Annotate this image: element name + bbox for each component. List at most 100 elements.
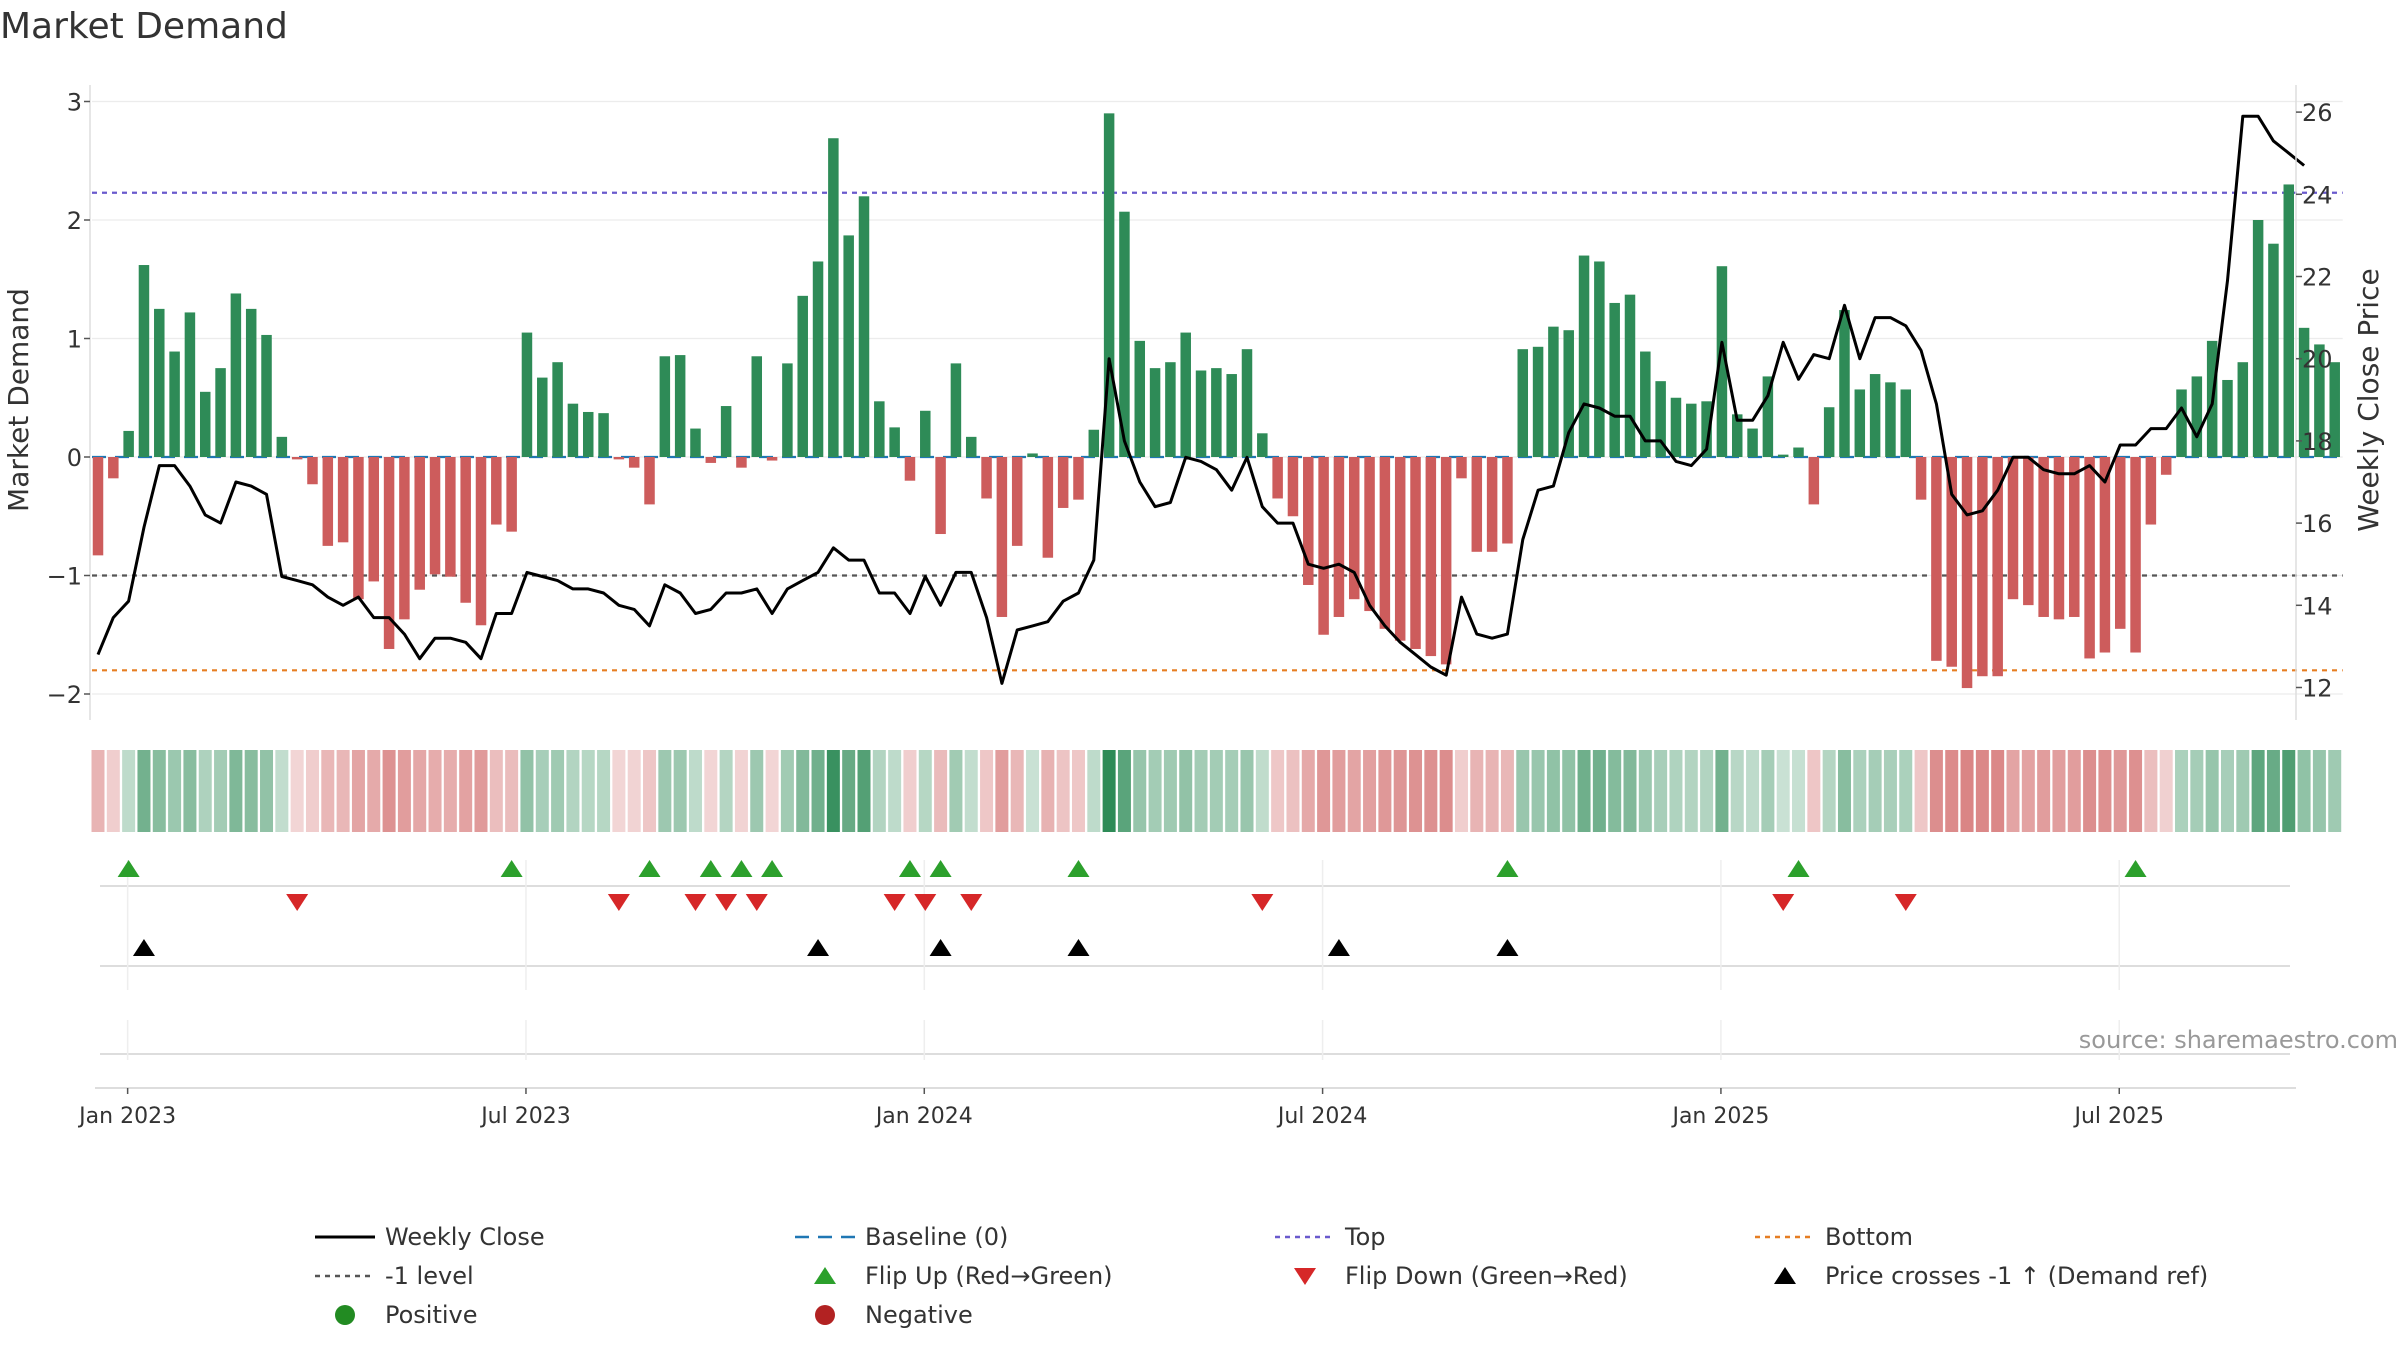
demand-bar bbox=[843, 235, 854, 457]
y2-tick-label: 26 bbox=[2302, 99, 2333, 127]
heat-cell bbox=[1286, 750, 1300, 832]
demand-bar bbox=[935, 457, 946, 535]
demand-bar bbox=[1226, 374, 1237, 457]
demand-bar bbox=[1793, 447, 1804, 457]
heat-cell bbox=[2052, 750, 2066, 832]
demand-bar bbox=[2099, 457, 2111, 653]
demand-bar bbox=[261, 334, 272, 457]
legend-label: Baseline (0) bbox=[865, 1223, 1008, 1251]
demand-bar bbox=[1103, 113, 1115, 457]
demand-bar bbox=[552, 362, 563, 457]
flip-up-marker bbox=[117, 860, 140, 877]
legend-item: Bottom bbox=[1755, 1223, 1913, 1251]
heat-cell bbox=[152, 750, 166, 832]
demand-bar bbox=[2298, 327, 2310, 457]
demand-bar bbox=[1532, 346, 1544, 457]
flip-up-marker bbox=[898, 860, 921, 877]
y2-tick-label: 24 bbox=[2302, 181, 2333, 209]
legend-label: Flip Up (Red→Green) bbox=[865, 1262, 1113, 1290]
heat-cell bbox=[1454, 750, 1468, 832]
heat-cell bbox=[1071, 750, 1085, 832]
heat-cell bbox=[1531, 750, 1545, 832]
demand-bar bbox=[1318, 457, 1329, 635]
demand-bar bbox=[491, 457, 502, 525]
weekly-close-line bbox=[96, 114, 2306, 685]
demand-bar bbox=[1180, 332, 1191, 457]
demand-bar bbox=[123, 430, 134, 457]
flip-up-marker bbox=[1067, 860, 1090, 877]
demand-bar bbox=[674, 355, 686, 457]
heat-cell bbox=[1945, 750, 1959, 832]
flip-down-marker bbox=[960, 894, 983, 911]
heat-cell bbox=[1776, 750, 1790, 832]
demand-bar bbox=[1257, 433, 1268, 457]
heat-cell bbox=[1087, 750, 1101, 832]
price-cross-marker bbox=[1327, 939, 1350, 956]
demand-bar bbox=[644, 457, 655, 505]
heat-cell bbox=[1960, 750, 1974, 832]
y2-tick-label: 22 bbox=[2302, 264, 2333, 292]
heat-cell bbox=[321, 750, 335, 832]
demand-bar bbox=[307, 457, 318, 485]
demand-bar bbox=[353, 457, 364, 600]
heat-cell bbox=[137, 750, 151, 832]
demand-bar bbox=[782, 363, 793, 457]
demand-bar bbox=[1486, 457, 1498, 552]
legend-swatch-circle bbox=[815, 1305, 835, 1325]
heat-cell bbox=[1133, 750, 1147, 832]
heat-cell bbox=[1592, 750, 1606, 832]
x-tick-label: Jul 2024 bbox=[1276, 1104, 1368, 1129]
demand-bar bbox=[108, 457, 119, 479]
heat-cell bbox=[734, 750, 748, 832]
heat-cell bbox=[1746, 750, 1760, 832]
heat-cell bbox=[1853, 750, 1867, 832]
price-cross-marker bbox=[929, 939, 952, 956]
heat-cell bbox=[1700, 750, 1714, 832]
heat-cell bbox=[2175, 750, 2189, 832]
heat-cell bbox=[1608, 750, 1622, 832]
heat-cell bbox=[1010, 750, 1024, 832]
demand-bar bbox=[1961, 457, 1973, 689]
demand-bar bbox=[2314, 344, 2325, 457]
demand-bar bbox=[981, 457, 992, 499]
demand-bar bbox=[766, 457, 778, 461]
heat-cell bbox=[1225, 750, 1239, 832]
demand-bar bbox=[1777, 454, 1789, 457]
heat-cell bbox=[1516, 750, 1530, 832]
heat-cell bbox=[397, 750, 411, 832]
y-tick-label: 3 bbox=[67, 89, 82, 117]
demand-bar bbox=[828, 138, 839, 458]
heat-cell bbox=[2083, 750, 2097, 832]
demand-bar bbox=[690, 428, 701, 457]
demand-bar bbox=[2252, 220, 2264, 457]
demand-bar bbox=[1977, 457, 1988, 677]
y-tick-label: 0 bbox=[67, 444, 82, 472]
legend-item: Flip Up (Red→Green) bbox=[814, 1262, 1113, 1290]
flip-up-marker bbox=[929, 860, 952, 877]
demand-bar bbox=[1931, 457, 1942, 661]
legend-label: Positive bbox=[385, 1301, 478, 1329]
demand-bar bbox=[2160, 457, 2172, 475]
heat-cell bbox=[1500, 750, 1514, 832]
demand-bar bbox=[797, 295, 808, 457]
demand-bar bbox=[1149, 368, 1161, 457]
price-cross-marker bbox=[1067, 939, 1090, 956]
heat-cell bbox=[2297, 750, 2311, 832]
demand-bar bbox=[383, 457, 395, 649]
heat-cell bbox=[168, 750, 182, 832]
demand-bar bbox=[92, 457, 104, 556]
heat-cell bbox=[1409, 750, 1423, 832]
demand-bar bbox=[2222, 379, 2233, 457]
heat-cell bbox=[275, 750, 289, 832]
signal-markers: Jan 2023 Jul 2023 Jan 2024 Jul 2024 Jan 2025… bbox=[77, 860, 2296, 1129]
heat-cell bbox=[903, 750, 917, 832]
demand-bar bbox=[1348, 457, 1360, 600]
demand-bar bbox=[2268, 243, 2279, 457]
y-tick-label: 1 bbox=[67, 326, 82, 354]
demand-bar bbox=[1333, 457, 1345, 617]
heat-cell bbox=[581, 750, 595, 832]
demand-bar bbox=[889, 427, 900, 457]
flip-down-marker bbox=[883, 894, 906, 911]
demand-bar bbox=[475, 457, 487, 626]
heat-cell bbox=[704, 750, 718, 832]
